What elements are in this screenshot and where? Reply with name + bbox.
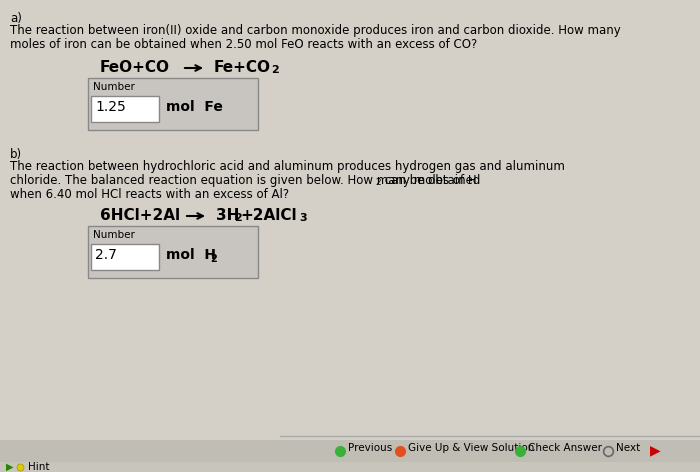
Text: 3: 3 xyxy=(299,213,307,223)
Bar xyxy=(91,96,159,122)
Text: 2: 2 xyxy=(210,254,217,264)
Text: Previous: Previous xyxy=(348,443,392,453)
Text: 2.7: 2.7 xyxy=(95,248,117,262)
Text: Give Up & View Solution: Give Up & View Solution xyxy=(408,443,534,453)
Text: 2: 2 xyxy=(234,213,241,223)
Text: FeO+CO: FeO+CO xyxy=(100,60,170,75)
Text: Check Answer: Check Answer xyxy=(528,443,602,453)
Text: moles of iron can be obtained when 2.50 mol FeO reacts with an excess of CO?: moles of iron can be obtained when 2.50 … xyxy=(10,38,477,51)
Text: can be obtained: can be obtained xyxy=(381,174,480,187)
Text: 6HCl+2Al: 6HCl+2Al xyxy=(100,208,180,223)
Text: 3H: 3H xyxy=(216,208,239,223)
Bar xyxy=(91,244,159,270)
Text: +2AlCl: +2AlCl xyxy=(240,208,297,223)
Text: Fe+CO: Fe+CO xyxy=(214,60,271,75)
Text: ▶: ▶ xyxy=(650,443,661,457)
Text: a): a) xyxy=(10,12,22,25)
Text: Hint: Hint xyxy=(28,462,50,472)
Text: 2: 2 xyxy=(271,65,279,75)
Text: 2: 2 xyxy=(375,178,381,187)
Text: mol  H: mol H xyxy=(166,248,216,262)
Bar xyxy=(0,462,700,472)
Bar xyxy=(88,78,258,130)
Text: The reaction between iron(II) oxide and carbon monoxide produces iron and carbon: The reaction between iron(II) oxide and … xyxy=(10,24,621,37)
Text: when 6.40 mol HCl reacts with an excess of Al?: when 6.40 mol HCl reacts with an excess … xyxy=(10,188,289,201)
Text: The reaction between hydrochloric acid and aluminum produces hydrogen gas and al: The reaction between hydrochloric acid a… xyxy=(10,160,565,173)
Bar xyxy=(0,440,700,462)
Text: Number: Number xyxy=(93,82,135,92)
Text: Next: Next xyxy=(616,443,640,453)
Text: b): b) xyxy=(10,148,22,161)
Text: chloride. The balanced reaction equation is given below. How many moles of H: chloride. The balanced reaction equation… xyxy=(10,174,477,187)
Text: mol  Fe: mol Fe xyxy=(166,100,223,114)
Text: ▶: ▶ xyxy=(6,462,13,472)
Text: 1.25: 1.25 xyxy=(95,100,126,114)
Text: Number: Number xyxy=(93,230,135,240)
Bar xyxy=(88,226,258,278)
